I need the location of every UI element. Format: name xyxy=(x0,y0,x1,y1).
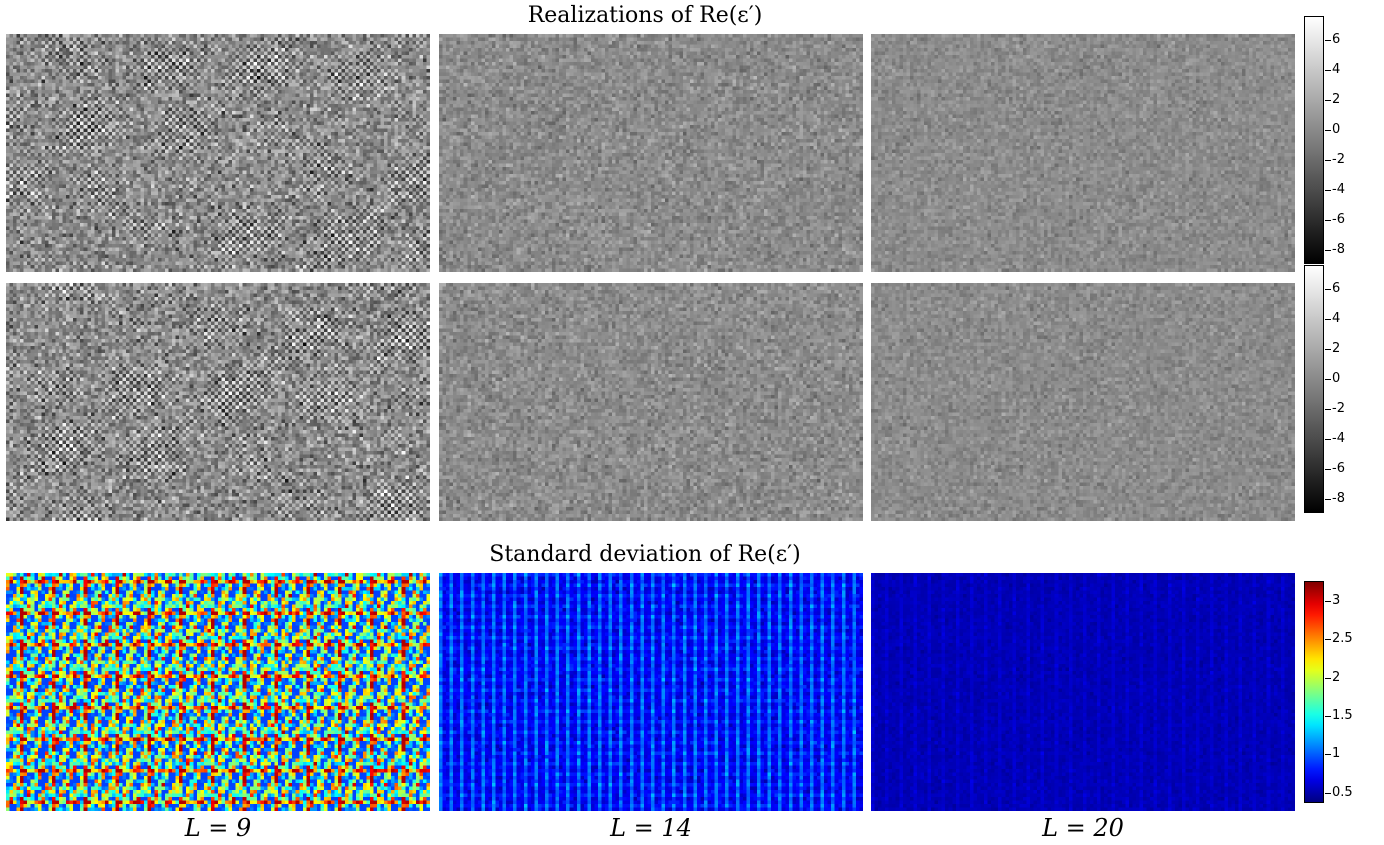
colorbar-tick xyxy=(1325,288,1331,290)
colorbar-tick-label: -4 xyxy=(1332,181,1345,197)
colorbar-tick-label: 1 xyxy=(1332,746,1341,762)
colorbar-tick xyxy=(1325,318,1331,320)
column-label-L20: L = 20 xyxy=(1042,814,1124,842)
colorbar-tick-label: -2 xyxy=(1332,151,1345,167)
heatmap-std-L14 xyxy=(439,573,863,811)
colorbar-tick xyxy=(1325,715,1331,717)
colorbar-tick xyxy=(1325,601,1331,603)
heatmap-realization-2-L14 xyxy=(439,283,863,521)
colorbar-tick xyxy=(1325,639,1331,641)
colorbar-tick-label: 0.5 xyxy=(1332,784,1353,800)
title-std-text: Standard deviation of Re(ε′) xyxy=(489,542,801,567)
colorbar-tick-label: 4 xyxy=(1332,310,1341,326)
colorbar-tick xyxy=(1325,39,1331,41)
colorbar-tick xyxy=(1325,99,1331,101)
colorbar-tick-label: 6 xyxy=(1332,280,1341,296)
colorbar-tick-label: -6 xyxy=(1332,211,1345,227)
colorbar-tick-label: 2 xyxy=(1332,340,1341,356)
colorbar-tick-label: 0 xyxy=(1332,370,1341,386)
colorbar-std: 3 2.5 2 1.5 1 0.5 xyxy=(1304,581,1353,803)
colorbar-tick xyxy=(1325,408,1331,410)
heatmap-std-L9 xyxy=(6,573,430,811)
colorbar-tick-label: 3 xyxy=(1332,593,1341,609)
title-realizations: Realizations of Re(ε′) xyxy=(0,2,1290,30)
colorbar-tick-label: 4 xyxy=(1332,61,1341,77)
title-realizations-text: Realizations of Re(ε′) xyxy=(527,3,763,28)
colorbar-tick-label: 2 xyxy=(1332,669,1341,685)
heatmap-realization-1-L14 xyxy=(439,34,863,272)
colorbar-tick xyxy=(1325,792,1331,794)
colorbar-tick-label: 2 xyxy=(1332,91,1341,107)
colorbar-tick xyxy=(1325,468,1331,470)
colorbar-tick-label: -8 xyxy=(1332,241,1345,257)
colorbar-tick-label: -2 xyxy=(1332,400,1345,416)
colorbar-realizations-2: 6 4 2 0 -2 -4 -6 -8 xyxy=(1304,265,1345,513)
column-label-L9: L = 9 xyxy=(184,814,252,842)
heatmap-realization-1-L9 xyxy=(6,34,430,272)
heatmap-realization-2-L20 xyxy=(871,283,1295,521)
colorbar-tick xyxy=(1325,438,1331,440)
colorbar-tick xyxy=(1325,219,1331,221)
colorbar-tick-label: 1.5 xyxy=(1332,707,1353,723)
heatmap-realization-2-L9 xyxy=(6,283,430,521)
colorbar-tick xyxy=(1325,498,1331,500)
colorbar-tick xyxy=(1325,129,1331,131)
heatmap-realization-1-L20 xyxy=(871,34,1295,272)
colorbar-tick-label: -6 xyxy=(1332,460,1345,476)
colorbar-tick xyxy=(1325,69,1331,71)
colorbar-tick xyxy=(1325,249,1331,251)
colorbar-tick-label: 0 xyxy=(1332,121,1341,137)
colorbar-tick xyxy=(1325,754,1331,756)
colorbar-tick xyxy=(1325,189,1331,191)
colorbar-tick xyxy=(1325,159,1331,161)
colorbar-tick-label: -4 xyxy=(1332,430,1345,446)
colorbar-tick xyxy=(1325,378,1331,380)
colorbar-tick-label: -8 xyxy=(1332,490,1345,506)
colorbar-tick-label: 2.5 xyxy=(1332,631,1353,647)
title-std: Standard deviation of Re(ε′) xyxy=(0,541,1290,569)
colorbar-realizations-1: 6 4 2 0 -2 -4 -6 -8 xyxy=(1304,16,1345,264)
column-label-L14: L = 14 xyxy=(610,814,692,842)
colorbar-tick-label: 6 xyxy=(1332,31,1341,47)
colorbar-tick xyxy=(1325,677,1331,679)
heatmap-std-L20 xyxy=(871,573,1295,811)
colorbar-tick xyxy=(1325,348,1331,350)
